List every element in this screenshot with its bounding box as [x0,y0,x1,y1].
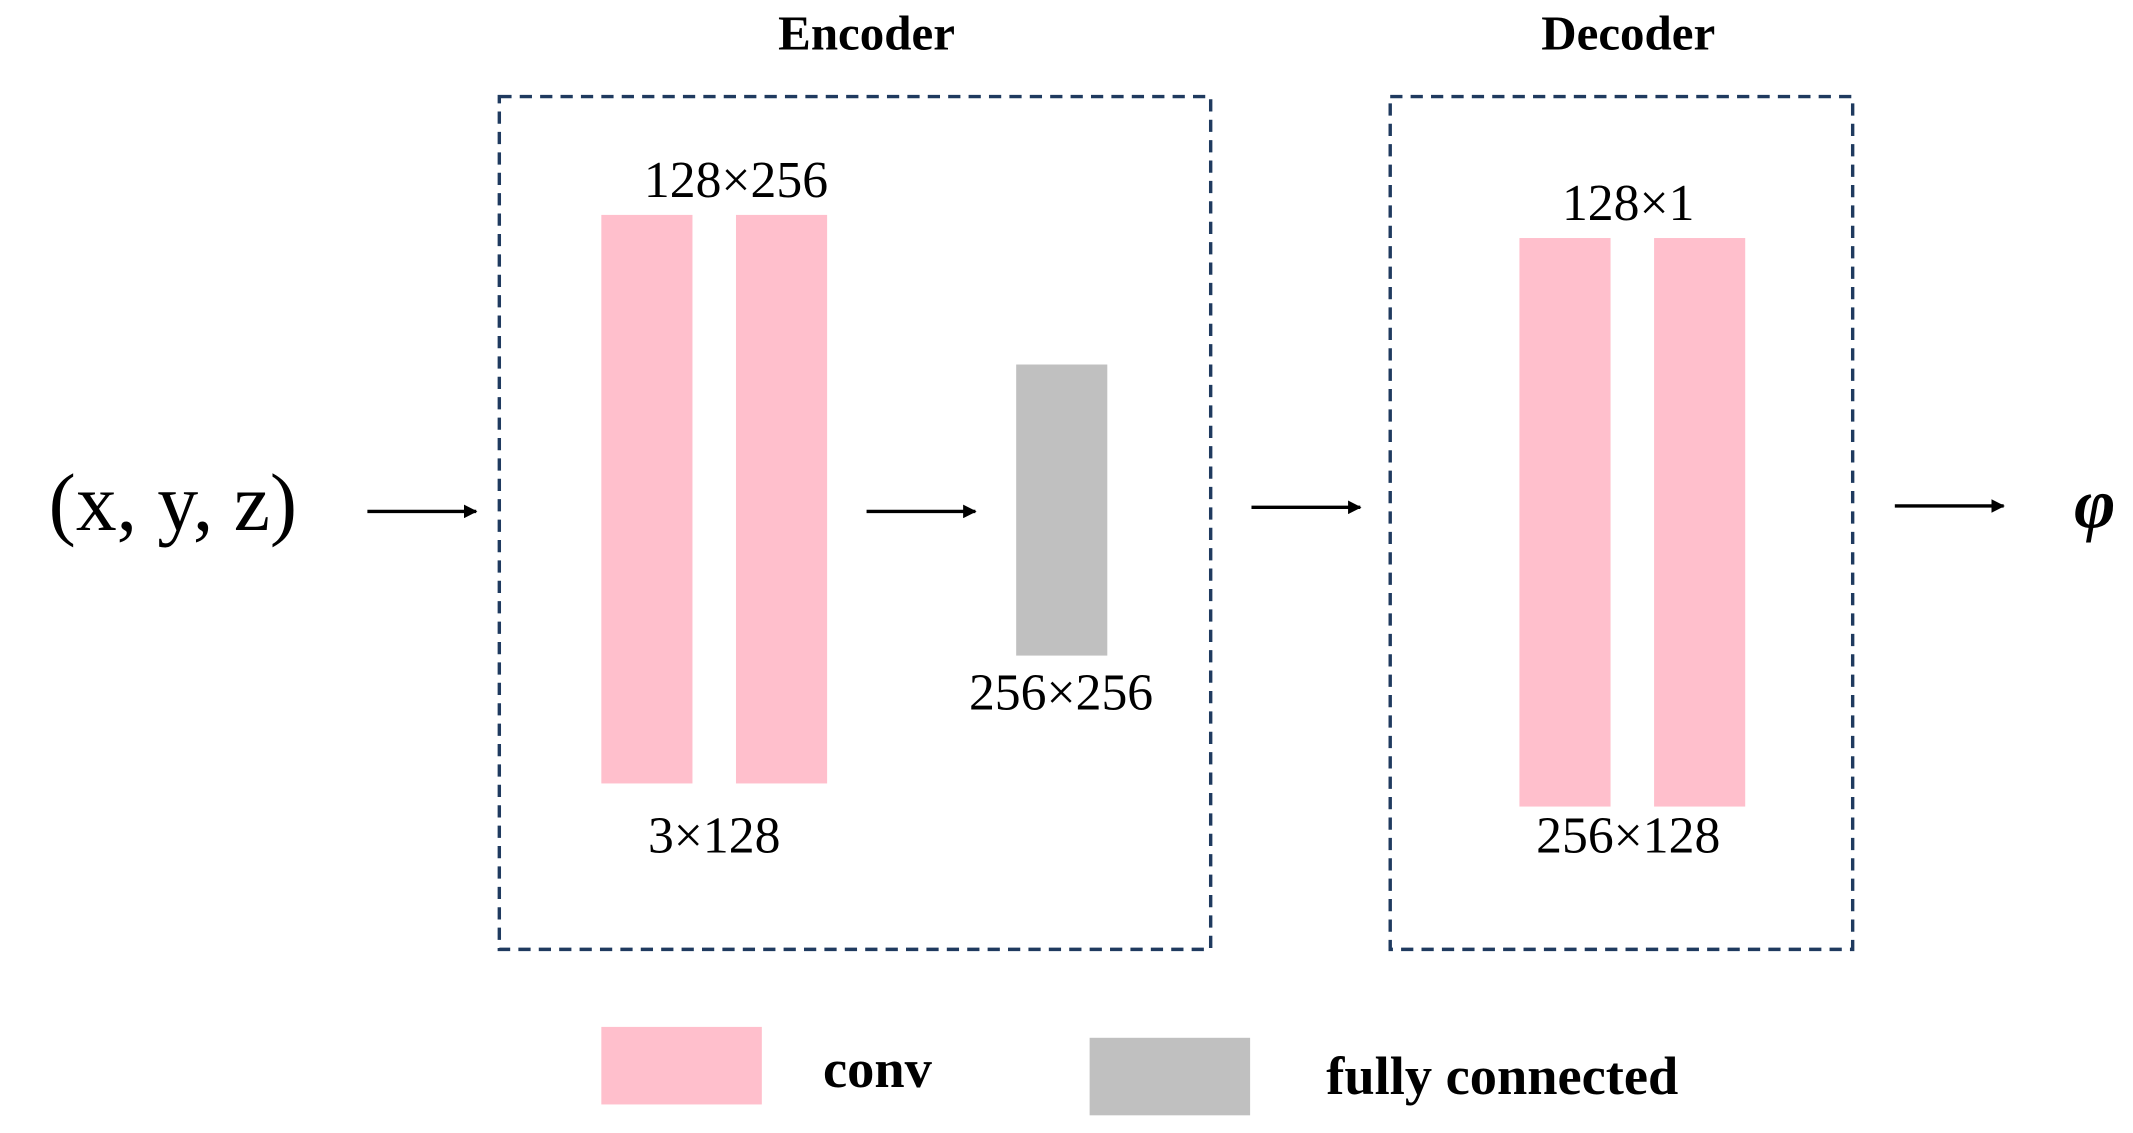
legend-swatch [1089,1037,1251,1116]
encoder-box [497,94,1213,952]
conv-layer [735,214,828,784]
legend-label: fully connected [1326,1046,1678,1106]
layer-size: 128×1 [1562,175,1695,232]
conv-layer [1654,238,1746,807]
input-label: (x, y, z) [49,457,297,548]
conv-layer [601,214,693,784]
layer-size: 256×256 [969,665,1153,722]
decoder-title: Decoder [1541,5,1715,60]
output-label: φ [2074,466,2115,544]
layer-size: 128×256 [644,152,828,209]
fc-layer [1016,364,1108,656]
decoder-box [1388,94,1855,952]
legend-swatch [601,1026,762,1105]
conv-layer [1519,238,1611,807]
layer-size: 256×128 [1536,807,1720,864]
legend-label: conv [823,1039,933,1099]
layer-size: 3×128 [648,807,780,864]
encoder-title: Encoder [778,5,955,60]
